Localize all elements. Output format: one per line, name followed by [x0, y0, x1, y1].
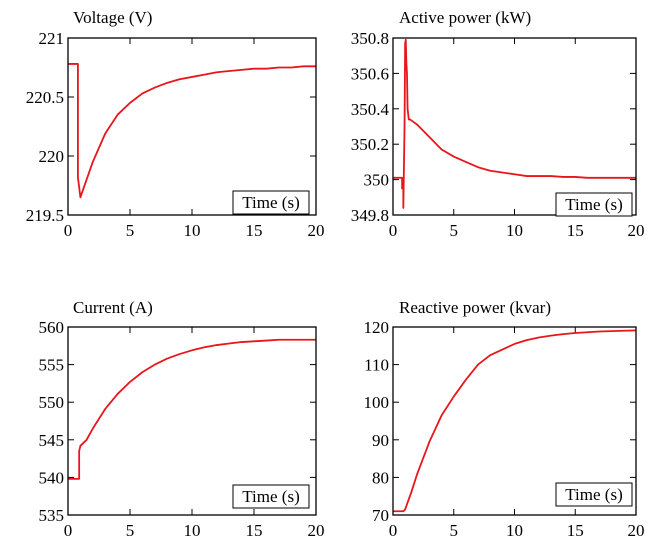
voltage-y-tick-label: 220.5	[26, 88, 64, 107]
reactive-power-x-tick-label: 15	[567, 521, 584, 540]
reactive-power-plot-frame	[392, 326, 637, 516]
active-power-chart-title: Active power (kW)	[399, 8, 531, 27]
active-power-series	[393, 38, 636, 209]
voltage-y-tick-label: 219.5	[26, 206, 64, 225]
reactive-power-y-tick-label: 80	[372, 468, 389, 487]
active-power-x-tick-label: 20	[628, 221, 645, 240]
active-power-y-tick-label: 350.2	[351, 135, 389, 154]
voltage-x-tick-label: 5	[126, 221, 135, 240]
active-power-y-tick-label: 350.8	[351, 29, 389, 48]
current-y-tick-label: 555	[39, 356, 65, 375]
active-power-x-tick-label: 5	[450, 221, 459, 240]
active-power-y-tick-label: 350.6	[351, 64, 389, 83]
voltage-x-ticks: 0 5 10 15 20	[64, 38, 325, 240]
voltage-y-tick-label: 220	[39, 147, 65, 166]
current-x-tick-label: 15	[246, 521, 263, 540]
voltage-xlabel-box	[232, 190, 310, 215]
current-x-ticks: 0 5 10 15 20	[64, 327, 325, 540]
reactive-power-x-tick-label: 20	[628, 521, 645, 540]
voltage-chart-title: Voltage (V)	[73, 8, 152, 27]
reactive-power-y-tick-label: 110	[364, 356, 389, 375]
reactive-power-xlabel-box	[555, 482, 633, 507]
active-power-y-tick-label: 349.8	[351, 206, 389, 225]
reactive-power-x-tick-label: 10	[506, 521, 523, 540]
reactive-power-x-ticks: 0 5 10 15 20	[389, 327, 645, 540]
active-power-xlabel-box	[555, 192, 633, 217]
voltage-xlabel: Time (s)	[242, 193, 299, 212]
current-y-ticks: 535 540 545 550 555 560	[39, 318, 316, 525]
reactive-power-xlabel: Time (s)	[565, 485, 622, 504]
voltage-x-tick-label: 10	[184, 221, 201, 240]
voltage-x-tick-label: 20	[308, 221, 325, 240]
reactive-power-y-tick-label: 90	[372, 431, 389, 450]
active-power-y-tick-label: 350	[364, 171, 390, 190]
reactive-power-chart: Reactive power (kvar) 70 80 90 100 110 120 0 5…	[364, 298, 645, 540]
voltage-series	[68, 63, 316, 199]
voltage-x-tick-label: 15	[246, 221, 263, 240]
reactive-power-y-tick-label: 70	[372, 506, 389, 525]
voltage-plot-frame	[67, 37, 317, 216]
current-y-tick-label: 545	[39, 431, 65, 450]
active-power-x-ticks: 0 5 10 15 20	[389, 38, 645, 240]
active-power-y-ticks: 349.8 350 350.2 350.4 350.6 350.8	[351, 29, 636, 225]
voltage-x-tick-label: 0	[64, 221, 73, 240]
current-x-tick-label: 10	[184, 521, 201, 540]
current-series	[68, 338, 316, 480]
current-y-tick-label: 550	[39, 393, 65, 412]
active-power-xlabel: Time (s)	[565, 195, 622, 214]
active-power-chart: Active power (kW) 349.8 350 350.2 350.4 350.…	[351, 8, 645, 240]
current-x-tick-label: 20	[308, 521, 325, 540]
active-power-series-line	[393, 38, 636, 209]
current-chart-title: Current (A)	[73, 298, 153, 317]
current-plot-frame	[67, 326, 317, 516]
current-xlabel: Time (s)	[242, 487, 299, 506]
voltage-y-tick-label: 221	[39, 29, 65, 48]
current-y-tick-label: 540	[39, 468, 65, 487]
voltage-series-line	[68, 63, 316, 199]
current-y-tick-label: 560	[39, 318, 65, 337]
active-power-x-tick-label: 0	[389, 221, 398, 240]
reactive-power-x-tick-label: 0	[389, 521, 398, 540]
reactive-power-series-line	[393, 329, 637, 513]
active-power-x-tick-label: 10	[506, 221, 523, 240]
reactive-power-y-tick-label: 120	[364, 318, 390, 337]
active-power-plot-frame	[392, 37, 637, 216]
reactive-power-y-ticks: 70 80 90 100 110 120	[364, 318, 636, 525]
reactive-power-x-tick-label: 5	[450, 521, 459, 540]
reactive-power-y-tick-label: 100	[364, 393, 390, 412]
current-x-tick-label: 0	[64, 521, 73, 540]
current-y-tick-label: 535	[39, 506, 65, 525]
reactive-power-chart-title: Reactive power (kvar)	[399, 298, 551, 317]
active-power-x-tick-label: 15	[567, 221, 584, 240]
current-series-line	[68, 338, 316, 480]
current-xlabel-box	[232, 484, 310, 509]
active-power-y-tick-label: 350.4	[351, 100, 390, 119]
voltage-chart: Voltage (V) 219.5 220 220.5 221 0 5 10 15 20 Ti…	[26, 8, 325, 240]
reactive-power-series	[393, 329, 637, 513]
current-x-tick-label: 5	[126, 521, 135, 540]
